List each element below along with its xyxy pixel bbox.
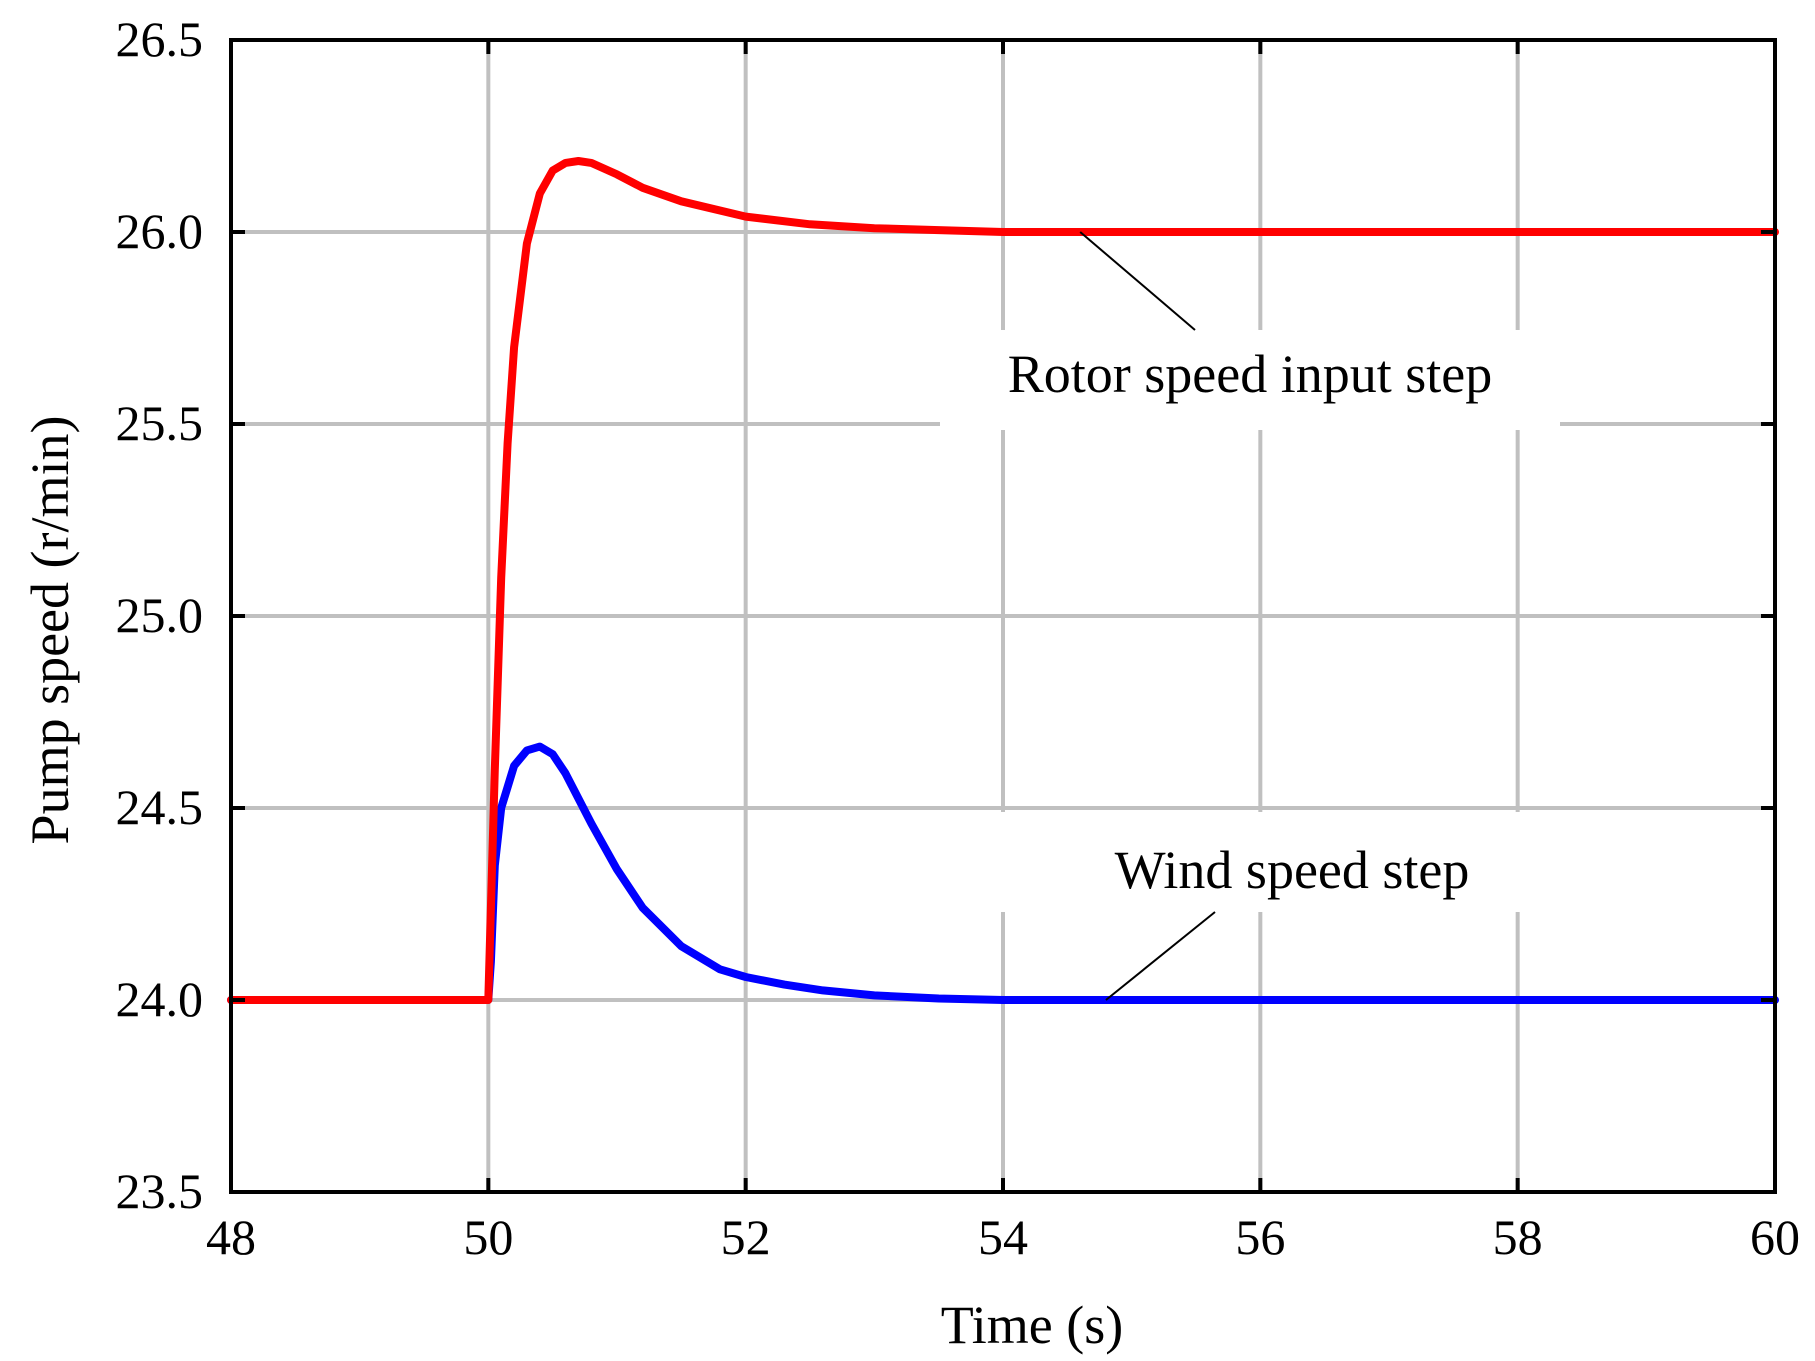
y-tick-label: 24.5 xyxy=(116,779,204,835)
x-tick-label: 56 xyxy=(1235,1209,1285,1265)
x-tick-label: 48 xyxy=(206,1209,256,1265)
x-axis-title: Time (s) xyxy=(941,1295,1124,1355)
x-tick-labels: 48 50 52 54 56 58 60 xyxy=(206,1209,1800,1265)
annotation-box-wind xyxy=(980,812,1600,912)
annotation-wind-speed-step: Wind speed step xyxy=(1115,840,1470,900)
annotation-box-rotor xyxy=(940,330,1560,430)
annotation-rotor-speed-input-step: Rotor speed input step xyxy=(1008,344,1492,404)
annotation-leaders xyxy=(1079,231,1216,1001)
x-tick-label: 54 xyxy=(978,1209,1028,1265)
y-tick-label: 25.5 xyxy=(116,395,204,451)
leader-line-rotor xyxy=(1079,231,1196,331)
axis-ticks xyxy=(229,38,1777,1194)
annotation-backgrounds xyxy=(940,330,1600,912)
y-tick-label: 23.5 xyxy=(116,1163,204,1219)
y-tick-label: 26.0 xyxy=(116,203,204,259)
series-layer xyxy=(227,157,1779,1004)
leader-line-wind xyxy=(1105,911,1216,1001)
series-line-wind-speed-step xyxy=(227,742,1779,1004)
y-tick-labels: 23.5 24.0 24.5 25.0 25.5 26.0 26.5 xyxy=(116,11,204,1219)
x-tick-label: 52 xyxy=(721,1209,771,1265)
y-axis-title: Pump speed (r/min) xyxy=(20,416,80,845)
grid-lines xyxy=(231,40,1775,1192)
x-tick-label: 60 xyxy=(1750,1209,1800,1265)
series-line-rotor-speed-input-step xyxy=(227,157,1779,1004)
x-tick-label: 50 xyxy=(463,1209,513,1265)
x-tick-label: 58 xyxy=(1493,1209,1543,1265)
y-tick-label: 25.0 xyxy=(116,587,204,643)
y-tick-label: 26.5 xyxy=(116,11,204,67)
y-tick-label: 24.0 xyxy=(116,971,204,1027)
